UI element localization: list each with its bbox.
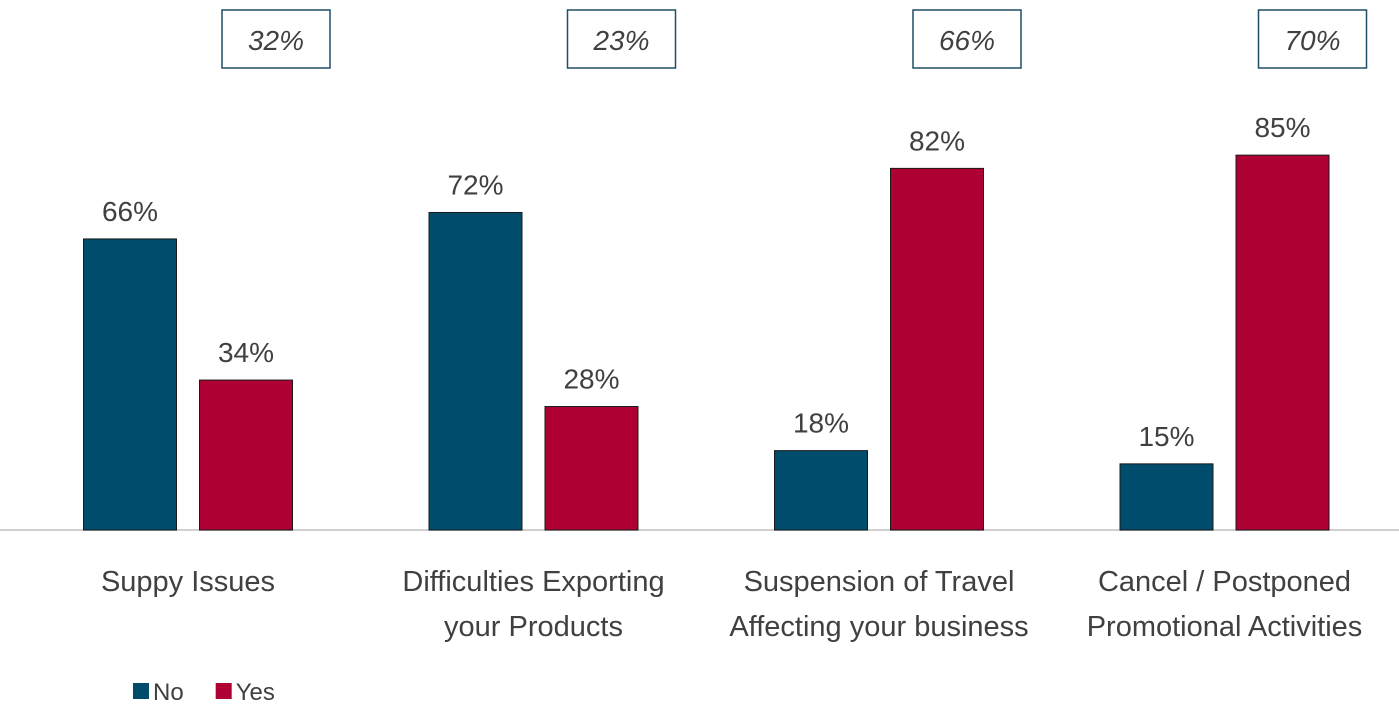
category-label: Suspension of Travel Affecting your busi… [729, 566, 1029, 643]
annotation: 70% [1284, 25, 1340, 56]
bar [890, 167, 984, 531]
annotation: 32% [248, 25, 304, 56]
value-label: 66% [102, 196, 158, 227]
legend-swatch [215, 683, 232, 699]
bar [428, 211, 523, 531]
legend-label: Yes [236, 679, 275, 705]
bar [1235, 154, 1330, 531]
value-label: 28% [563, 364, 619, 395]
value-label: 34% [218, 337, 274, 368]
annotation-box [1257, 9, 1368, 69]
annotation-box [912, 9, 1022, 69]
value-label: 72% [447, 169, 503, 200]
annotation-box [566, 9, 677, 69]
bar [544, 406, 639, 531]
legend-label: No [153, 679, 184, 705]
bar [774, 450, 868, 531]
category-label: Suppy Issues [100, 566, 276, 598]
category-label: Difficulties Exporting your Products [402, 566, 665, 643]
bar [1119, 463, 1214, 531]
legend-swatch [133, 683, 149, 699]
bar [199, 379, 293, 531]
bar [83, 238, 177, 531]
value-label: 18% [793, 408, 849, 439]
annotation: 23% [592, 25, 649, 56]
annotation: 66% [939, 25, 995, 56]
value-label: 15% [1138, 421, 1194, 452]
value-label: 85% [1254, 112, 1310, 143]
category-label: Cancel / Postponed Promotional Activitie… [1086, 566, 1363, 643]
value-label: 82% [909, 125, 965, 156]
annotation-box [221, 9, 331, 69]
